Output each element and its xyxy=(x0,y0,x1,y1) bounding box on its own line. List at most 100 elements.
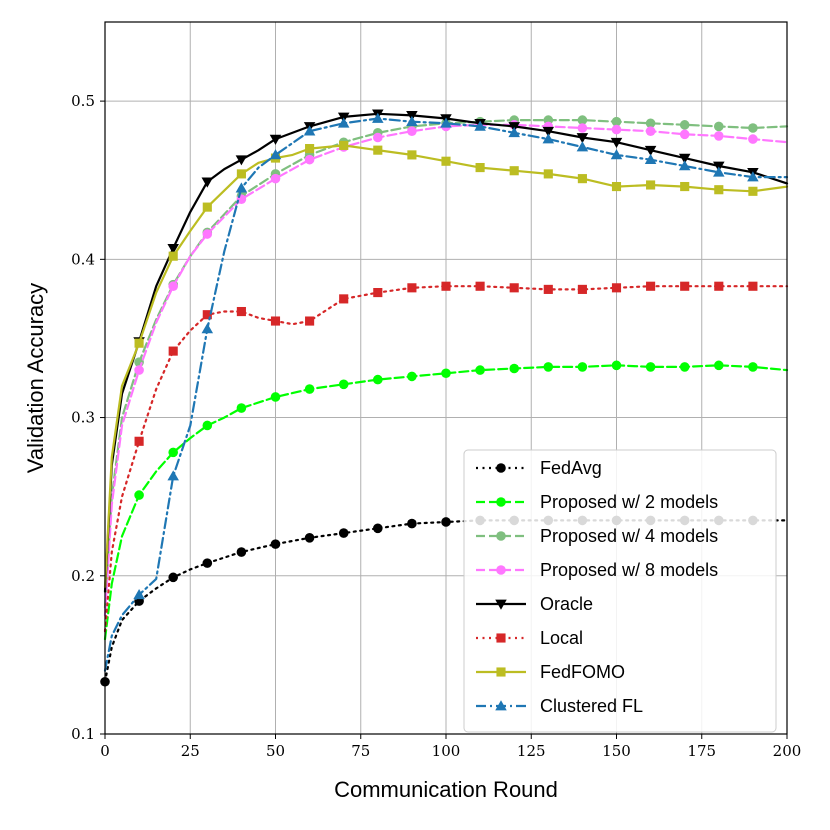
series-marker xyxy=(168,251,178,261)
series-marker xyxy=(373,523,383,534)
series-marker xyxy=(201,323,214,334)
series-marker xyxy=(543,169,553,179)
ticks: 0 25 50 75 100 125 150 175 200 0.1 0.2 0.3 0.4 0.5 xyxy=(71,92,801,760)
series-marker xyxy=(167,470,179,481)
series-marker xyxy=(304,384,315,394)
y-tick-label: 0.1 xyxy=(71,725,95,743)
series-marker xyxy=(202,310,212,320)
series-marker xyxy=(339,294,349,304)
x-tick-label: 100 xyxy=(432,742,461,760)
x-axis-label: Communication Round xyxy=(334,777,558,802)
series-marker xyxy=(714,281,724,291)
series-marker xyxy=(713,166,725,177)
series-marker xyxy=(338,379,349,390)
legend: FedAvg Proposed w/ 2 models Proposed w/ 4 … xyxy=(463,449,777,733)
series-marker xyxy=(236,403,247,413)
series-7 xyxy=(103,112,789,672)
series-marker xyxy=(680,281,690,291)
legend-label: Local xyxy=(540,628,583,648)
series-marker xyxy=(134,338,144,348)
series-marker xyxy=(509,363,519,374)
x-tick-label: 125 xyxy=(517,742,546,760)
x-tick-label: 150 xyxy=(602,742,631,760)
series-marker xyxy=(679,120,690,130)
series-marker xyxy=(542,126,555,137)
series-marker xyxy=(475,365,485,375)
series-marker xyxy=(748,281,758,291)
series-marker xyxy=(714,360,724,371)
legend-label: Clustered FL xyxy=(540,696,643,716)
series-marker xyxy=(373,374,383,385)
series-marker xyxy=(577,115,588,125)
x-tick-label: 200 xyxy=(773,742,802,760)
series-marker xyxy=(475,281,485,291)
series-marker xyxy=(304,154,315,165)
series-marker xyxy=(542,133,555,144)
legend-box xyxy=(463,449,777,733)
series-marker xyxy=(577,284,587,294)
series-marker xyxy=(645,362,656,372)
series-marker xyxy=(646,281,656,291)
series-marker xyxy=(610,149,623,160)
series-marker xyxy=(338,528,349,538)
series-marker xyxy=(339,140,349,150)
series-marker xyxy=(440,117,452,128)
series-marker xyxy=(269,149,282,160)
series-marker xyxy=(644,145,657,156)
series-marker xyxy=(305,316,315,326)
series-6 xyxy=(103,140,789,589)
y-tick-label: 0.2 xyxy=(71,567,95,585)
series-marker xyxy=(201,177,214,188)
series-marker xyxy=(167,243,179,255)
series-marker xyxy=(679,362,690,372)
series-marker xyxy=(645,126,656,136)
legend-marker xyxy=(496,633,506,643)
series-marker xyxy=(236,547,247,557)
series-marker xyxy=(577,123,588,133)
y-tick-label: 0.4 xyxy=(71,250,95,268)
series-marker xyxy=(235,182,248,193)
series-marker xyxy=(611,116,622,127)
series-marker xyxy=(235,155,248,166)
series-marker xyxy=(543,362,554,372)
series-marker xyxy=(441,368,451,379)
series-marker xyxy=(407,371,417,382)
legend-marker xyxy=(495,700,507,711)
series-marker xyxy=(202,420,213,431)
series-marker xyxy=(133,589,145,600)
series-marker xyxy=(748,134,758,144)
legend-label: Proposed w/ 2 models xyxy=(540,492,718,512)
legend-label: Proposed w/ 4 models xyxy=(540,526,718,546)
series-marker xyxy=(441,156,451,166)
series-marker xyxy=(509,166,519,176)
series-marker xyxy=(644,153,657,164)
series-marker xyxy=(475,163,485,173)
legend-label: Oracle xyxy=(540,594,593,614)
series-marker xyxy=(236,306,246,317)
series-marker xyxy=(407,283,417,293)
series-marker xyxy=(610,137,623,149)
x-tick-label: 25 xyxy=(181,742,200,760)
series-marker xyxy=(134,365,144,375)
legend-marker xyxy=(495,599,507,610)
series-marker xyxy=(679,129,690,140)
legend-label: FedFOMO xyxy=(540,662,625,682)
series-marker xyxy=(714,121,724,132)
series-marker xyxy=(747,171,759,182)
series-marker xyxy=(168,447,178,458)
series-marker xyxy=(134,490,144,500)
series-marker xyxy=(577,362,588,372)
series-marker xyxy=(406,115,418,126)
series-line xyxy=(103,364,789,641)
series-marker xyxy=(576,133,589,144)
series-layer xyxy=(100,109,789,687)
series-marker xyxy=(407,150,417,160)
series-marker xyxy=(714,185,724,195)
series-marker xyxy=(168,572,178,583)
series-marker xyxy=(168,281,178,292)
series-marker xyxy=(748,362,758,372)
y-axis-label: Validation Accuracy xyxy=(23,283,48,473)
series-marker xyxy=(202,229,213,239)
series-1 xyxy=(103,360,789,641)
